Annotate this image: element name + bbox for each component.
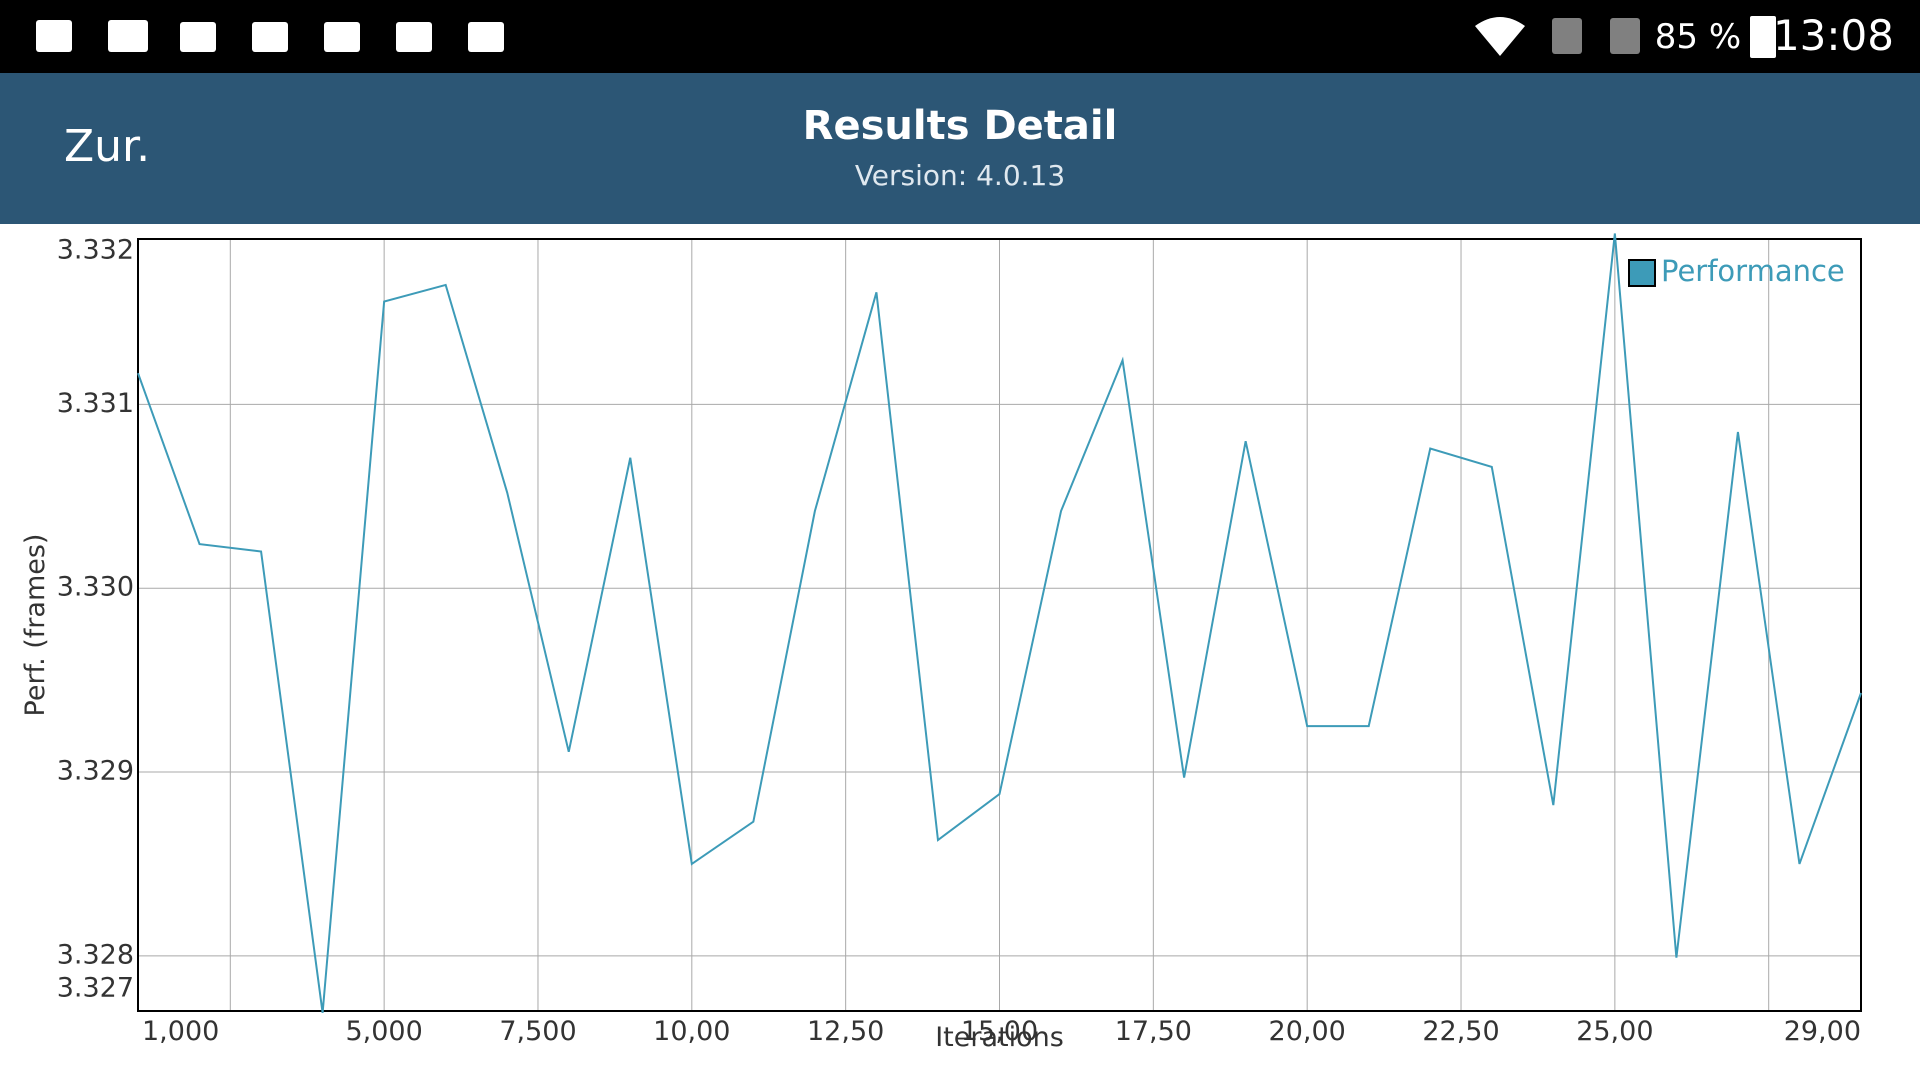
x-tick-label: 17,50 [1115,1016,1192,1047]
y-tick-label: 3.328 [57,939,134,970]
data-line [137,233,1862,1013]
x-tick-label: 29,00 [1784,1016,1861,1047]
x-tick-label: 12,50 [807,1016,884,1047]
x-tick-label: 15,00 [961,1016,1038,1047]
x-tick-label: 10,00 [653,1016,730,1047]
y-tick-label: 3.327 [57,973,134,1004]
y-tick-label: 3.329 [57,756,134,787]
app-bar: Zur. Results Detail Version: 4.0.13 [0,73,1920,224]
notification-icons [36,16,1776,58]
y-tick-label: 3.332 [57,235,134,266]
title: Results Detail [802,103,1118,149]
x-tick-label: 25,00 [1576,1016,1653,1047]
subtitle: Version: 4.0.13 [854,159,1066,192]
plot-frame [137,238,1862,1012]
battery-percent: 85 % [1655,17,1741,57]
y-tick-label: 3.330 [57,572,134,603]
x-tick-label: 5,000 [345,1016,422,1047]
x-tick-label: 1,000 [142,1016,219,1047]
y-tick-label: 3.331 [57,388,134,419]
x-tick-label: 22,50 [1422,1016,1499,1047]
legend-swatch [1628,259,1656,287]
status-bar: 85 % 13:08 [0,0,1920,73]
x-axis-title: Iterations [935,1022,1064,1053]
back-button[interactable]: Zur. [64,121,151,172]
legend-label: Performance [1661,254,1845,288]
clock: 13:08 [1773,11,1894,60]
x-tick-label: 20,00 [1269,1016,1346,1047]
x-tick-label: 7,500 [499,1016,576,1047]
status-icons: 85 % 13:08 [36,11,1894,60]
y-axis-title: Perf. (frames) [20,534,51,717]
